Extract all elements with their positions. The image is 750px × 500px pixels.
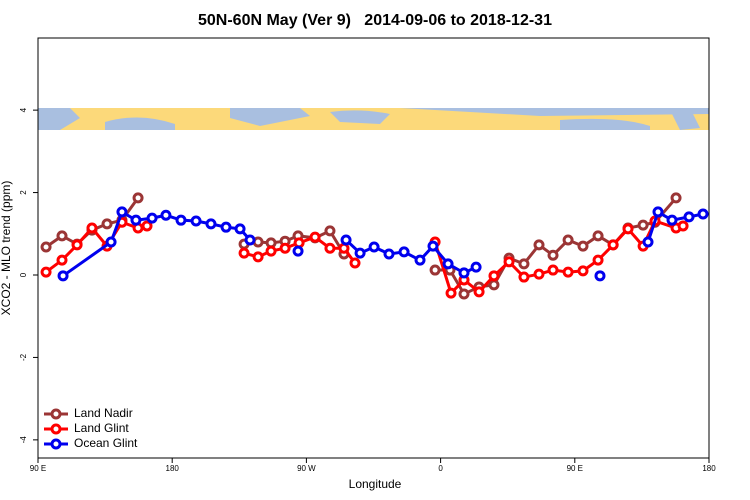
point [340,234,352,246]
point [670,192,682,204]
point [56,230,68,242]
x-tick-label: 90 E [30,464,46,473]
y-tick-label: -4 [19,436,28,444]
point [101,218,113,230]
point [244,234,256,246]
point [470,261,482,273]
point [429,264,441,276]
legend-label: Ocean Glint [74,436,138,450]
point [533,239,545,251]
point [607,239,619,251]
point [205,218,217,230]
point [427,240,439,252]
point [175,214,187,226]
point [293,237,305,249]
point [398,246,410,258]
point [252,251,264,263]
point [503,256,515,268]
x-tick-label: 90 W [297,464,316,473]
point [71,239,83,251]
point [562,234,574,246]
point [234,223,246,235]
point [324,242,336,254]
y-axis-label: XCO2 - MLO trend (ppm) [0,181,13,316]
point [116,206,128,218]
point [458,288,470,300]
point [473,286,485,298]
point [488,279,500,291]
point [324,225,336,237]
x-tick-label: 90 E [567,464,583,473]
point [40,266,52,278]
y-tick-label: 2 [19,190,28,195]
point [279,242,291,254]
y-tick-label: 4 [19,107,28,112]
point [637,219,649,231]
point [56,254,68,266]
point [354,247,366,259]
point [642,236,654,248]
point [697,208,709,220]
legend-marker [50,423,62,435]
point [594,270,606,282]
point [666,214,678,226]
point [592,230,604,242]
point [309,231,321,243]
point [383,248,395,260]
point [190,215,202,227]
point [518,258,530,270]
point [458,267,470,279]
legend-label: Land Glint [74,421,129,435]
point [368,241,380,253]
point [683,211,695,223]
point [442,258,454,270]
point [349,257,361,269]
point [220,221,232,233]
x-tick-label: 0 [438,464,443,473]
x-tick-label: 180 [702,464,716,473]
point [547,264,559,276]
x-axis-label: Longitude [349,477,402,491]
point [292,245,304,257]
y-tick-label: -2 [19,353,28,361]
point [677,220,689,232]
y-tick-label: 0 [19,272,28,277]
x-tick-label: 180 [166,464,180,473]
point [57,270,69,282]
point [592,254,604,266]
point [238,247,250,259]
point [547,249,559,261]
point [518,271,530,283]
point [105,236,117,248]
point [533,268,545,280]
point [160,209,172,221]
chart-title: 50N-60N May (Ver 9) 2014-09-06 to 2018-1… [198,12,552,29]
point [40,241,52,253]
series-line [62,209,704,278]
point [577,265,589,277]
point [86,222,98,234]
point [652,206,664,218]
point [577,240,589,252]
point [488,270,500,282]
point [622,223,634,235]
point [132,192,144,204]
map-strip [38,108,709,130]
legend-marker [50,408,62,420]
point [445,287,457,299]
point [141,220,153,232]
point [414,254,426,266]
legend-label: Land Nadir [74,406,133,420]
point [130,214,142,226]
point [562,266,574,278]
legend-marker [50,438,62,450]
point [265,245,277,257]
point [146,212,158,224]
plot-frame [37,37,710,459]
